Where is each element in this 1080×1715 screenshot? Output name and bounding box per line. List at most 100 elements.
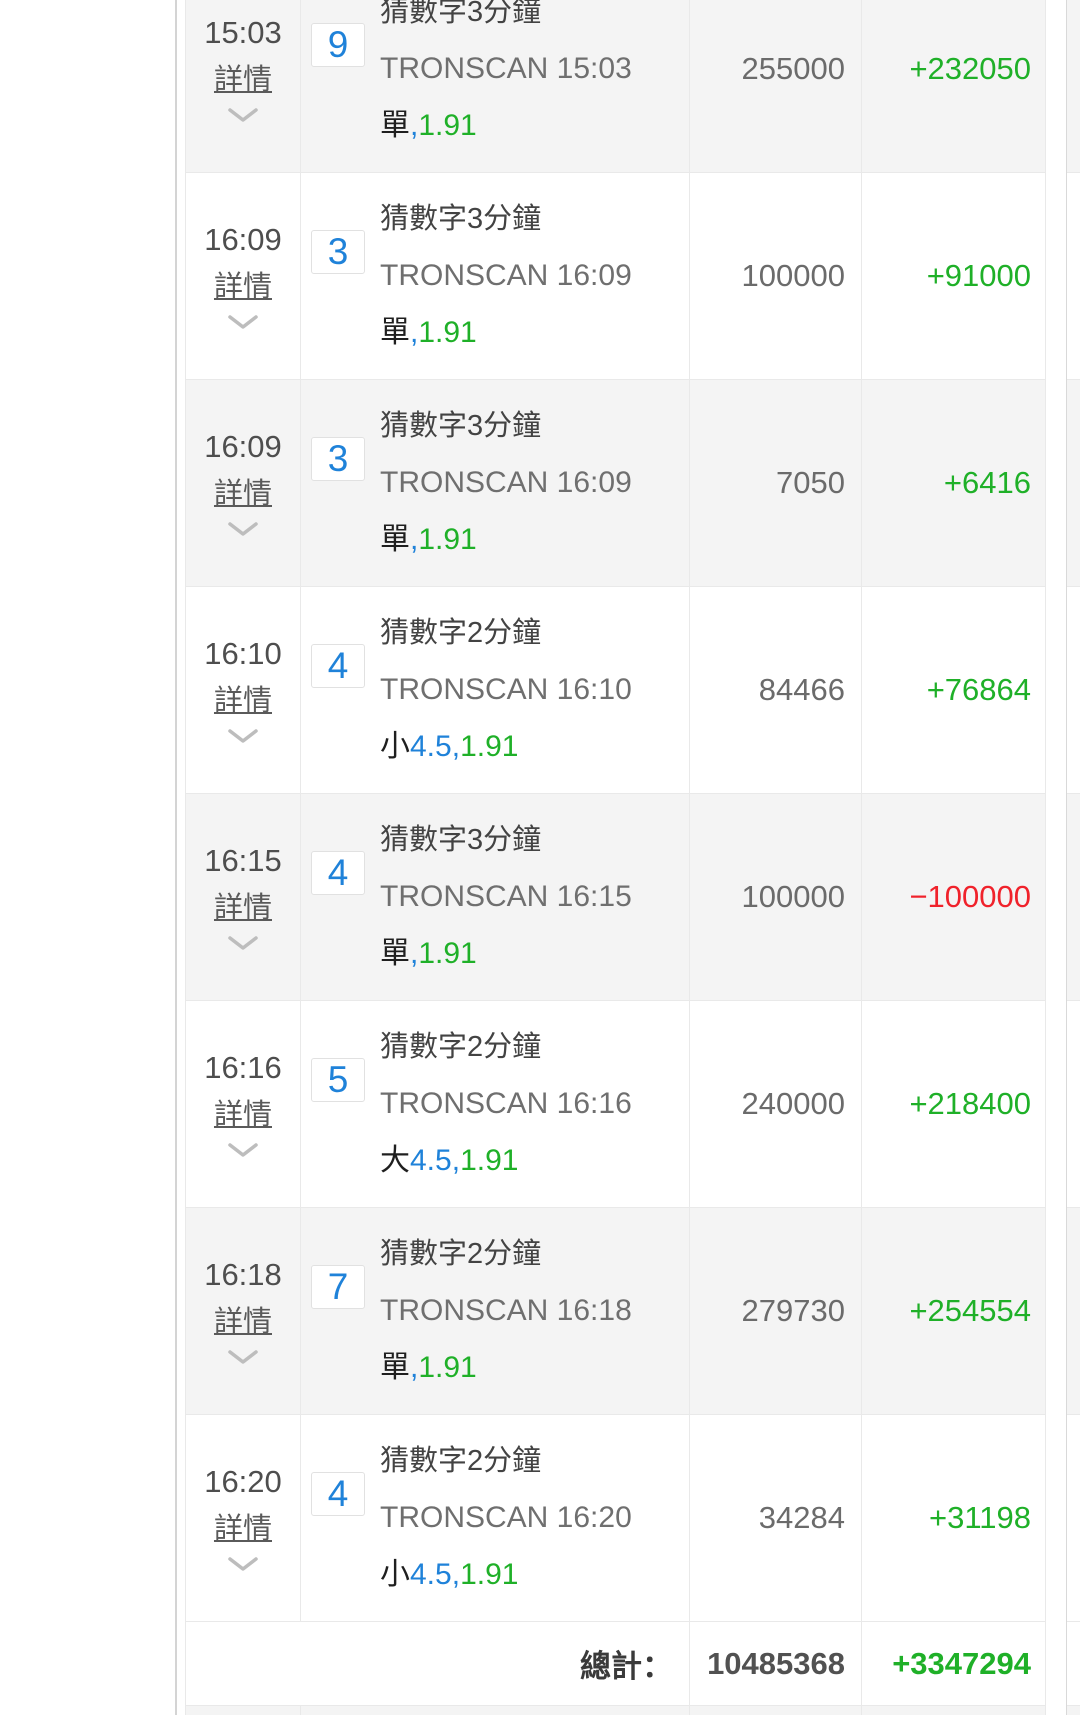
game-title: 猜數字3分鐘	[380, 0, 542, 28]
sliver-segment	[1067, 1706, 1080, 1715]
bet-result: +91000	[926, 258, 1031, 293]
game-round: TRONSCAN 16:09	[380, 466, 632, 499]
chevron-down-icon[interactable]	[227, 1556, 259, 1572]
draw-number-badge: 3	[311, 437, 365, 481]
bet-detail: 大4.5,1.91	[380, 1144, 519, 1177]
time-cell: 16:10 詳情	[186, 587, 301, 793]
bet-detail: 單,1.91	[380, 109, 477, 142]
bet-amount: 84466	[758, 672, 845, 707]
container-left-border	[175, 0, 177, 1715]
draw-number-badge: 4	[311, 851, 365, 895]
sliver-segment	[1067, 1001, 1080, 1208]
time-cell: 16:18 詳情	[186, 1208, 301, 1414]
details-link[interactable]: 詳情	[213, 684, 272, 717]
game-info: 猜數字3分鐘 TRONSCAN 16:15 單,1.91	[380, 794, 632, 1000]
result-cell: +218400	[862, 1001, 1046, 1207]
bet-time: 16:20	[204, 1463, 282, 1499]
partial-next-row	[186, 1706, 1046, 1715]
game-round: TRONSCAN 16:18	[380, 1294, 632, 1327]
result-cell: −100000	[862, 794, 1046, 1000]
bet-result: +232050	[909, 51, 1031, 86]
game-title: 猜數字2分鐘	[380, 1031, 542, 1063]
bet-result: +31198	[928, 1500, 1031, 1535]
total-result-cell: +3347294	[862, 1622, 1046, 1705]
details-link[interactable]: 詳情	[213, 477, 272, 510]
bet-amount: 279730	[741, 1293, 845, 1328]
game-cell: 5 猜數字2分鐘 TRONSCAN 16:16 大4.5,1.91	[301, 1001, 690, 1207]
sliver-segment	[1067, 1622, 1080, 1706]
table-row: 16:18 詳情 7 猜數字2分鐘 TRONSCAN 16:18 單,1.91 …	[186, 1208, 1046, 1415]
time-cell: 16:16 詳情	[186, 1001, 301, 1207]
chevron-down-icon[interactable]	[227, 728, 259, 744]
cutoff-column-sliver	[1067, 0, 1080, 1715]
details-link[interactable]: 詳情	[213, 63, 272, 96]
container-right-border	[1066, 0, 1067, 1715]
bet-amount: 240000	[741, 1086, 845, 1121]
game-info: 猜數字3分鐘 TRONSCAN 16:09 單,1.91	[380, 380, 632, 586]
details-link[interactable]: 詳情	[213, 1305, 272, 1338]
bet-result: +6416	[943, 465, 1031, 500]
time-cell: 16:09 詳情	[186, 380, 301, 586]
result-cell: +31198	[862, 1415, 1046, 1621]
total-result: +3347294	[892, 1645, 1031, 1681]
bet-detail: 單,1.91	[380, 523, 477, 556]
game-cell: 3 猜數字3分鐘 TRONSCAN 16:09 單,1.91	[301, 380, 690, 586]
result-cell: +76864	[862, 587, 1046, 793]
details-link[interactable]: 詳情	[213, 1098, 272, 1131]
bet-detail: 單,1.91	[380, 1351, 477, 1384]
bet-amount: 34284	[758, 1500, 845, 1535]
draw-number-badge: 3	[311, 230, 365, 274]
bet-time: 16:10	[204, 635, 282, 671]
chevron-down-icon[interactable]	[227, 1142, 259, 1158]
total-row: 總計： 10485368 +3347294	[186, 1622, 1046, 1706]
table-row: 15:03 詳情 9 猜數字3分鐘 TRONSCAN 15:03 單,1.91 …	[186, 0, 1046, 173]
sliver-segment	[1067, 587, 1080, 794]
game-info: 猜數字3分鐘 TRONSCAN 15:03 單,1.91	[380, 0, 632, 172]
game-cell: 9 猜數字3分鐘 TRONSCAN 15:03 單,1.91	[301, 0, 690, 172]
result-cell: +91000	[862, 173, 1046, 379]
sliver-segment	[1067, 1208, 1080, 1415]
chevron-down-icon[interactable]	[227, 1349, 259, 1365]
game-title: 猜數字2分鐘	[380, 1238, 542, 1270]
time-cell: 16:15 詳情	[186, 794, 301, 1000]
amount-cell: 100000	[690, 173, 862, 379]
game-info: 猜數字2分鐘 TRONSCAN 16:18 單,1.91	[380, 1208, 632, 1414]
table-row: 16:09 詳情 3 猜數字3分鐘 TRONSCAN 16:09 單,1.91 …	[186, 380, 1046, 587]
bet-amount: 100000	[741, 258, 845, 293]
result-cell: +232050	[862, 0, 1046, 172]
details-link[interactable]: 詳情	[213, 1512, 272, 1545]
bet-amount: 7050	[776, 465, 845, 500]
amount-cell: 279730	[690, 1208, 862, 1414]
sliver-segment	[1067, 1415, 1080, 1622]
table-row: 16:20 詳情 4 猜數字2分鐘 TRONSCAN 16:20 小4.5,1.…	[186, 1415, 1046, 1622]
bet-time: 16:15	[204, 842, 282, 878]
amount-cell: 240000	[690, 1001, 862, 1207]
game-cell: 4 猜數字2分鐘 TRONSCAN 16:10 小4.5,1.91	[301, 587, 690, 793]
bet-detail: 單,1.91	[380, 937, 477, 970]
game-title: 猜數字2分鐘	[380, 617, 542, 649]
game-title: 猜數字2分鐘	[380, 1445, 542, 1477]
game-info: 猜數字2分鐘 TRONSCAN 16:10 小4.5,1.91	[380, 587, 632, 793]
result-cell: +6416	[862, 380, 1046, 586]
details-link[interactable]: 詳情	[213, 270, 272, 303]
draw-number-badge: 4	[311, 644, 365, 688]
game-cell: 4 猜數字2分鐘 TRONSCAN 16:20 小4.5,1.91	[301, 1415, 690, 1621]
amount-cell: 84466	[690, 587, 862, 793]
table-row: 16:09 詳情 3 猜數字3分鐘 TRONSCAN 16:09 單,1.91 …	[186, 173, 1046, 380]
chevron-down-icon[interactable]	[227, 521, 259, 537]
chevron-down-icon[interactable]	[227, 314, 259, 330]
game-round: TRONSCAN 16:16	[380, 1087, 632, 1120]
chevron-down-icon[interactable]	[227, 107, 259, 123]
total-amount: 10485368	[707, 1645, 845, 1681]
bet-time: 16:09	[204, 221, 282, 257]
game-round: TRONSCAN 16:10	[380, 673, 632, 706]
time-cell: 16:09 詳情	[186, 173, 301, 379]
game-info: 猜數字3分鐘 TRONSCAN 16:09 單,1.91	[380, 173, 632, 379]
bet-history-table: 15:03 詳情 9 猜數字3分鐘 TRONSCAN 15:03 單,1.91 …	[185, 0, 1046, 1715]
time-cell: 15:03 詳情	[186, 0, 301, 172]
chevron-down-icon[interactable]	[227, 935, 259, 951]
sliver-segment	[1067, 0, 1080, 173]
bet-detail: 單,1.91	[380, 316, 477, 349]
bet-result: +76864	[926, 672, 1031, 707]
details-link[interactable]: 詳情	[213, 891, 272, 924]
